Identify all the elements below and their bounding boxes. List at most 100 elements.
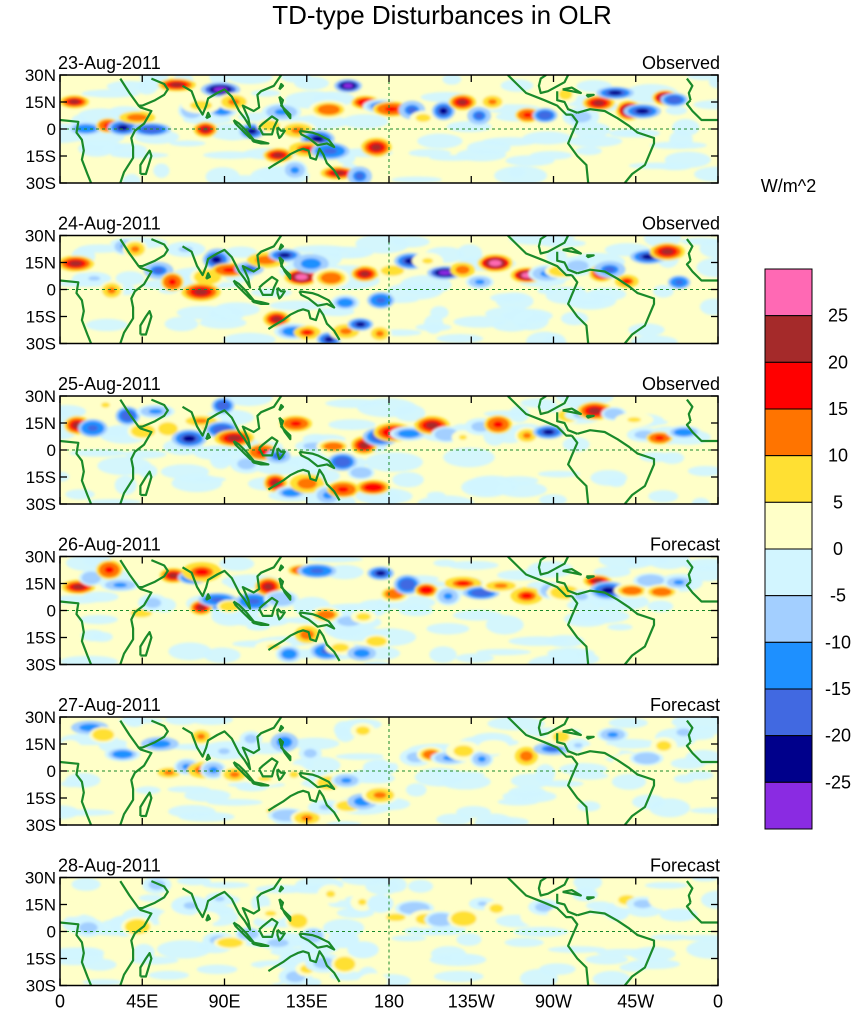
anomaly-cell: [104, 566, 114, 574]
anomaly-patch: [647, 600, 674, 612]
anomaly-patch: [60, 805, 80, 820]
anomaly-patch: [341, 114, 389, 129]
coastline: [276, 447, 286, 461]
anomaly-cell: [88, 276, 101, 281]
coastline: [267, 629, 341, 662]
anomaly-patch: [434, 970, 484, 983]
anomaly-patch: [611, 773, 647, 790]
anomaly-cell: [280, 812, 295, 818]
anomaly-patch: [426, 623, 470, 635]
anomaly-patch: [408, 149, 452, 158]
y-tick-label: 15N: [25, 414, 56, 433]
panel-kind: Observed: [642, 53, 720, 73]
anomaly-cell: [101, 896, 113, 904]
anomaly-cell: [522, 752, 531, 760]
panel-kind: Forecast: [650, 856, 720, 876]
anomaly-patch: [387, 282, 443, 300]
anomaly-cell: [327, 443, 340, 449]
anomaly-cell: [168, 916, 180, 923]
anomaly-patch: [65, 489, 95, 500]
anomaly-patch: [110, 152, 169, 159]
anomaly-patch: [391, 176, 443, 183]
coastline: [119, 77, 169, 107]
y-tick-label: 0: [47, 602, 56, 621]
anomaly-cell: [83, 725, 97, 730]
anomaly-patch: [328, 603, 387, 611]
anomaly-patch: [691, 877, 718, 882]
anomaly-patch: [455, 653, 494, 663]
anomaly-patch: [508, 786, 547, 799]
anomaly-patch: [573, 877, 603, 891]
anomaly-cell: [337, 936, 349, 943]
anomaly-patch: [361, 772, 395, 784]
panel-1: 30N 15N 0 15S 30S 23-Aug-2011 Observed: [25, 53, 720, 193]
anomaly-patch: [169, 140, 206, 147]
coastline: [562, 407, 582, 416]
y-tick-label: 15N: [25, 93, 56, 112]
coastline: [278, 577, 292, 601]
coastline: [232, 440, 255, 462]
anomaly-cell: [324, 274, 338, 282]
anomaly-patch: [124, 450, 167, 459]
panel-kind: Forecast: [650, 535, 720, 555]
anomaly-patch: [632, 794, 666, 810]
coastline: [556, 91, 578, 114]
anomaly-cell: [443, 592, 453, 600]
anomaly-patch: [122, 173, 142, 183]
anomaly-patch: [526, 331, 564, 344]
coastline: [258, 115, 279, 136]
anomaly-cell: [86, 575, 96, 581]
coastlines: [60, 235, 718, 344]
anomaly-cell: [604, 266, 616, 273]
coastline: [251, 941, 270, 947]
anomaly-cell: [264, 910, 277, 917]
anomaly-patch: [520, 398, 557, 408]
colorbar-swatch: [764, 268, 813, 317]
x-tick-label: 135E: [286, 992, 328, 1012]
coastline: [507, 396, 572, 437]
anomaly-patch: [647, 556, 690, 570]
coastline: [181, 717, 283, 771]
anomaly-cell: [168, 572, 179, 579]
anomaly-patch: [522, 131, 572, 145]
anomaly-cell: [65, 908, 77, 913]
anomaly-patch: [607, 623, 633, 631]
panel-date: 27-Aug-2011: [58, 695, 161, 715]
anomaly-cell: [264, 123, 275, 128]
coastline: [298, 611, 336, 630]
anomaly-patch: [363, 661, 390, 665]
anomaly-cell: [218, 748, 230, 755]
coastline: [556, 251, 578, 275]
anomaly-cell: [295, 274, 308, 281]
anomaly-cell: [310, 568, 324, 574]
coastline: [251, 620, 270, 626]
coastline: [507, 75, 572, 116]
panel-4: 30N 15N 0 15S 30S 26-Aug-2011 Forecast: [25, 535, 720, 675]
anomaly-cell: [337, 458, 348, 466]
anomaly-patch: [82, 978, 123, 986]
anomaly-cell: [247, 598, 260, 605]
anomaly-cell: [555, 733, 567, 741]
y-tick-label: 15S: [26, 308, 56, 327]
anomaly-patch: [452, 609, 503, 621]
anomaly-cell: [275, 596, 288, 603]
anomaly-cell: [540, 112, 550, 118]
anomaly-patch: [392, 472, 424, 488]
anomaly-patch: [694, 166, 718, 182]
anomaly-patch: [619, 963, 647, 972]
anomaly-cell: [492, 905, 501, 912]
anomaly-patch: [700, 890, 718, 909]
y-tick-label: 0: [47, 120, 56, 139]
coastline: [278, 416, 292, 441]
anomaly-cell: [637, 901, 649, 907]
anomaly-cell: [673, 580, 685, 585]
anomaly-patch: [250, 89, 281, 97]
anomaly-patch: [294, 76, 330, 90]
coastline: [232, 761, 255, 783]
y-tick-label: 15N: [25, 896, 56, 915]
anomaly-cell: [493, 421, 504, 428]
anomaly-cell: [289, 973, 302, 981]
anomaly-cell: [324, 336, 334, 342]
anomaly-patch: [559, 762, 608, 776]
anomaly-cell: [612, 908, 622, 915]
